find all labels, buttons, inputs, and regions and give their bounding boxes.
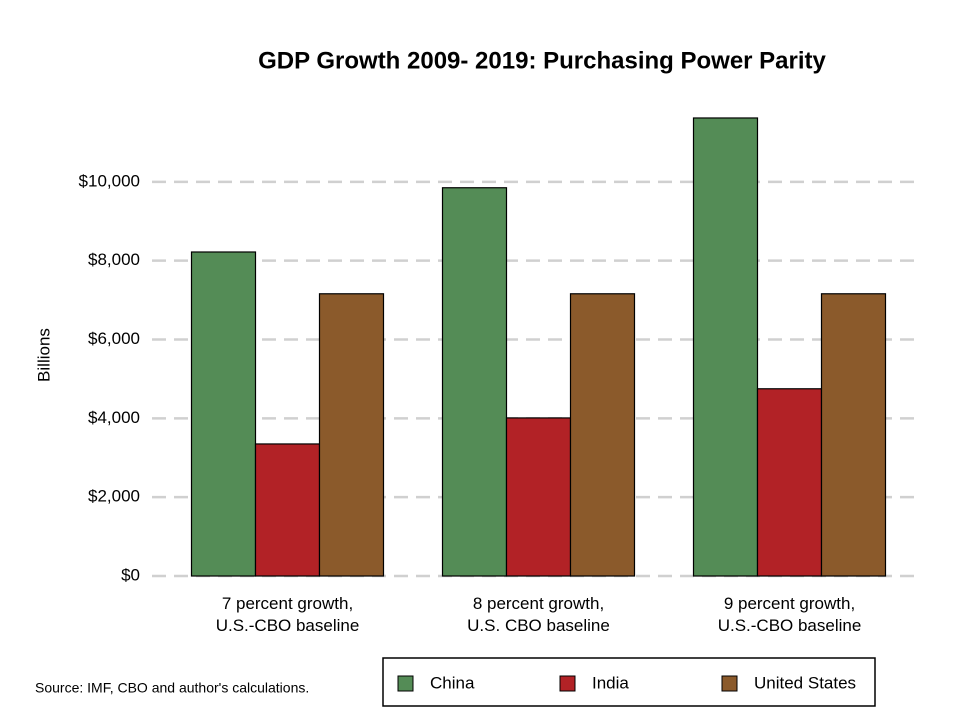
bar	[318, 293, 385, 577]
legend-label: China	[430, 673, 475, 692]
bar	[820, 293, 887, 577]
x-tick-label: 8 percent growth, U.S. CBO baseline	[467, 594, 610, 635]
bar	[692, 117, 759, 577]
y-tick-label: $8,000	[88, 250, 140, 269]
y-tick-label: $6,000	[88, 329, 140, 348]
y-tick-label: $0	[121, 565, 140, 584]
legend-label: United States	[754, 673, 856, 692]
bar	[756, 388, 823, 577]
bar	[441, 187, 508, 577]
legend-box	[382, 657, 876, 707]
legend-swatch	[559, 675, 576, 692]
bar	[190, 251, 257, 577]
y-tick-label: $2,000	[88, 487, 140, 506]
y-tick-label: $10,000	[79, 171, 140, 190]
y-tick-label: $4,000	[88, 408, 140, 427]
legend-swatch	[721, 675, 738, 692]
source-note: Source: IMF, CBO and author's calculatio…	[35, 680, 309, 696]
x-tick-label: 9 percent growth, U.S.-CBO baseline	[718, 594, 862, 635]
bar	[569, 293, 636, 577]
legend-label: India	[592, 673, 629, 692]
x-tick-label: 7 percent growth, U.S.-CBO baseline	[216, 594, 360, 635]
chart-title: GDP Growth 2009- 2019: Purchasing Power …	[258, 47, 826, 74]
y-axis-label: Billions	[34, 328, 53, 382]
bar	[505, 417, 572, 577]
bar	[254, 443, 321, 577]
legend-swatch	[397, 675, 414, 692]
